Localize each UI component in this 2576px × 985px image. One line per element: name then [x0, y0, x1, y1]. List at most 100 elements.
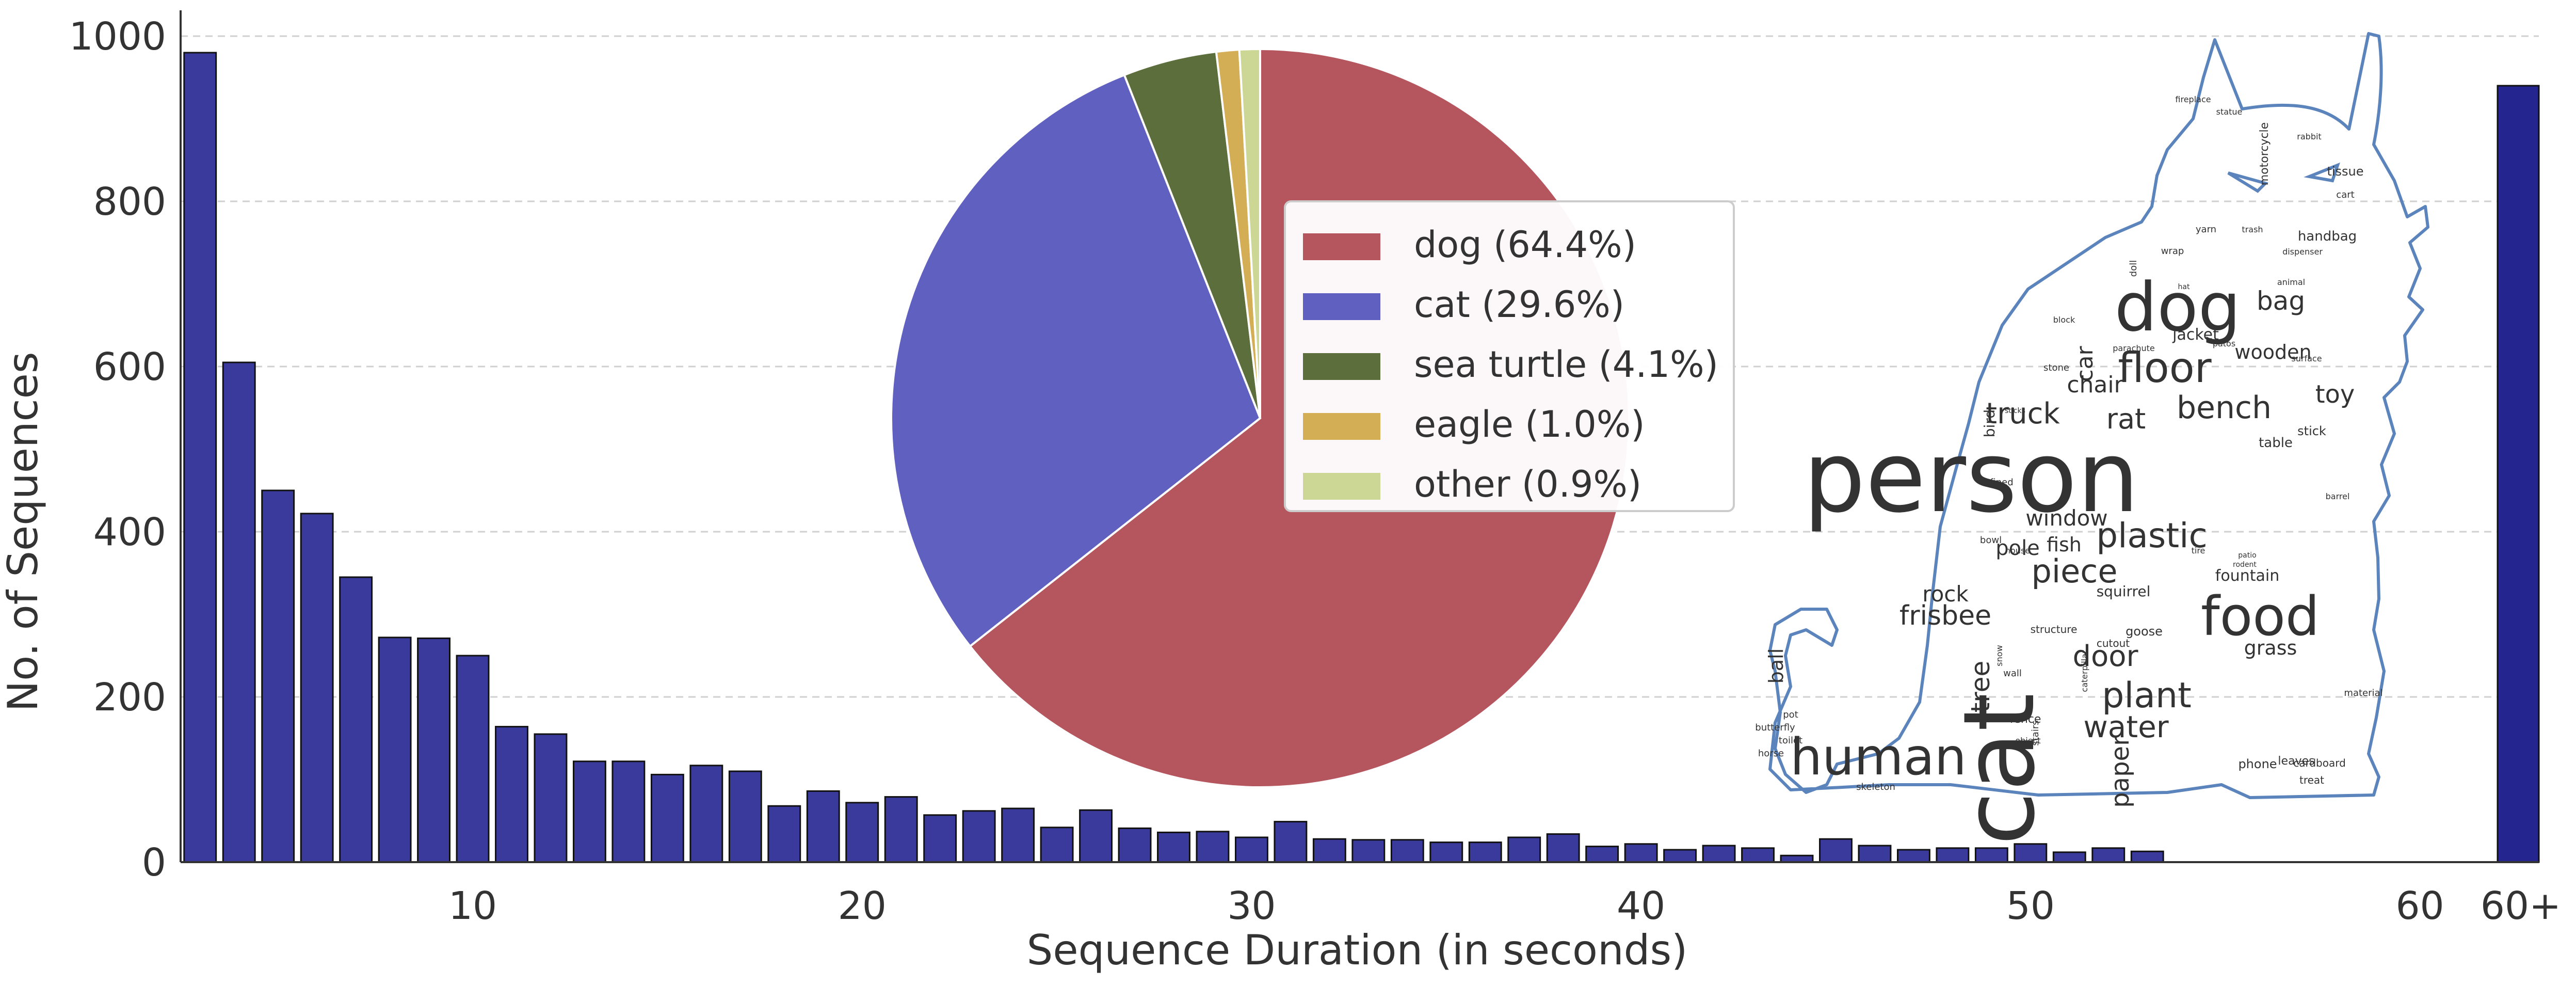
wordcloud-word: surface [2291, 354, 2322, 363]
wordcloud-word: snow [1994, 645, 2004, 666]
bar [728, 770, 762, 863]
legend-swatch [1303, 473, 1380, 500]
bar [1741, 847, 1775, 863]
bar [1274, 821, 1308, 863]
wordcloud-word: skeleton [1856, 782, 1895, 792]
wordcloud-word: bag [2257, 286, 2305, 316]
wordcloud-word: paper [2106, 736, 2135, 808]
wordcloud-word: barrel [2326, 491, 2350, 501]
wordcloud-word: floor [2118, 344, 2211, 392]
y-tick-label: 0 [142, 840, 166, 885]
bar [806, 790, 840, 863]
bar [1896, 849, 1930, 863]
bar [1118, 827, 1152, 863]
bar [2130, 850, 2164, 863]
bar [2014, 843, 2048, 863]
bar [572, 760, 606, 863]
bar [183, 52, 217, 863]
bar [1546, 833, 1580, 863]
bar [923, 814, 957, 863]
wordcloud-word: jacket [2172, 326, 2219, 344]
legend-swatch [1303, 293, 1380, 320]
x-tick-label: 50 [2006, 884, 2055, 928]
wordcloud-word: table [2259, 435, 2293, 451]
bar [378, 637, 412, 863]
wordcloud-word: cart [2336, 189, 2354, 200]
y-axis-title: No. of Sequences [0, 352, 47, 711]
x-tick-label: 10 [448, 884, 497, 928]
pie-slice [1238, 47, 1261, 419]
wordcloud-word: pot [1783, 709, 1798, 720]
wordcloud-word: house [2005, 546, 2030, 555]
wordcloud-word: horse [1758, 748, 1784, 759]
bar [222, 361, 256, 863]
wordcloud-word: refined [1981, 477, 2013, 488]
wordcloud-word: rock [1922, 581, 1969, 607]
x-tick-label-overflow: 60+ [2481, 884, 2561, 928]
y-tick-label: 400 [93, 510, 166, 554]
bar [1001, 807, 1035, 863]
wordcloud-word: fence [2010, 713, 2041, 726]
bar [1312, 838, 1346, 863]
bar-chart: 0 200 400 600 800 1000 10 20 30 40 50 60 60+ Sequen… [0, 10, 2561, 974]
x-tick-label: 40 [1617, 884, 1665, 928]
wordcloud-word: rat [2106, 403, 2146, 435]
wordcloud-word: goose [2126, 624, 2163, 639]
wordcloud-word: truck [1986, 397, 2060, 431]
wordcloud-word: phone [2238, 757, 2277, 771]
wordcloud-word: dispenser [2282, 247, 2323, 257]
wordcloud-word: grass [2244, 637, 2297, 659]
wordcloud-word: chair [2067, 372, 2123, 398]
legend-label: dog (64.4%) [1414, 224, 1636, 266]
wordcloud-word: material [2344, 688, 2382, 698]
bars [183, 52, 2540, 863]
bar [962, 810, 996, 863]
cat-outline [1768, 32, 2429, 799]
legend-label: cat (29.6%) [1414, 283, 1624, 326]
bar [495, 726, 528, 863]
x-tick-labels: 10 20 30 40 50 60 60+ [448, 884, 2561, 928]
bar [1507, 836, 1541, 863]
bar [1351, 839, 1386, 863]
wordcloud-word: wooden [2234, 341, 2311, 363]
cat-wordcloud: person cat dog human food floor plastic plant be… [1755, 32, 2429, 846]
wordcloud-word: person [1803, 420, 2139, 534]
wordcloud-word: animal [2277, 277, 2305, 287]
bar [1468, 841, 1502, 863]
y-tick-label: 1000 [69, 14, 166, 59]
bar [1196, 831, 1230, 863]
bar [1040, 827, 1074, 863]
wordcloud-word: stick [2297, 424, 2326, 438]
axes [180, 10, 2539, 863]
bar [261, 489, 295, 863]
x-axis-title: Sequence Duration (in seconds) [1027, 926, 1688, 974]
wordcloud-word: cardboard [2293, 757, 2346, 769]
bar [456, 655, 490, 863]
bar [417, 637, 450, 863]
bar [1234, 836, 1268, 863]
wordcloud-word: door [2072, 640, 2138, 673]
bar [300, 513, 334, 863]
wordcloud-word: object [2015, 736, 2040, 745]
wordcloud-word: rabbit [2297, 132, 2321, 141]
bar [611, 760, 646, 863]
wordcloud-word: ball [1765, 648, 1788, 684]
wordcloud-word: water [2083, 709, 2168, 744]
bar [339, 576, 373, 863]
bar-overflow [2497, 85, 2540, 863]
wordcloud-word: pole [1995, 536, 2040, 560]
cat-eye-left-icon [2227, 171, 2268, 193]
wordcloud-word: block [2053, 315, 2075, 325]
wordcloud-word: window [2025, 505, 2107, 531]
wordcloud-word: food [2201, 585, 2320, 648]
y-tick-label: 200 [93, 675, 166, 720]
wordcloud-word: human [1790, 728, 1967, 787]
bar [1974, 847, 2008, 863]
wordcloud-word: tissue [2327, 164, 2363, 179]
wordcloud-word: bench [2177, 390, 2272, 426]
wordcloud-word: plastic [2096, 516, 2208, 555]
wordcloud-word: cat [1942, 693, 2056, 845]
pie-slice [890, 73, 1262, 648]
wordcloud-word: car [2072, 345, 2098, 382]
